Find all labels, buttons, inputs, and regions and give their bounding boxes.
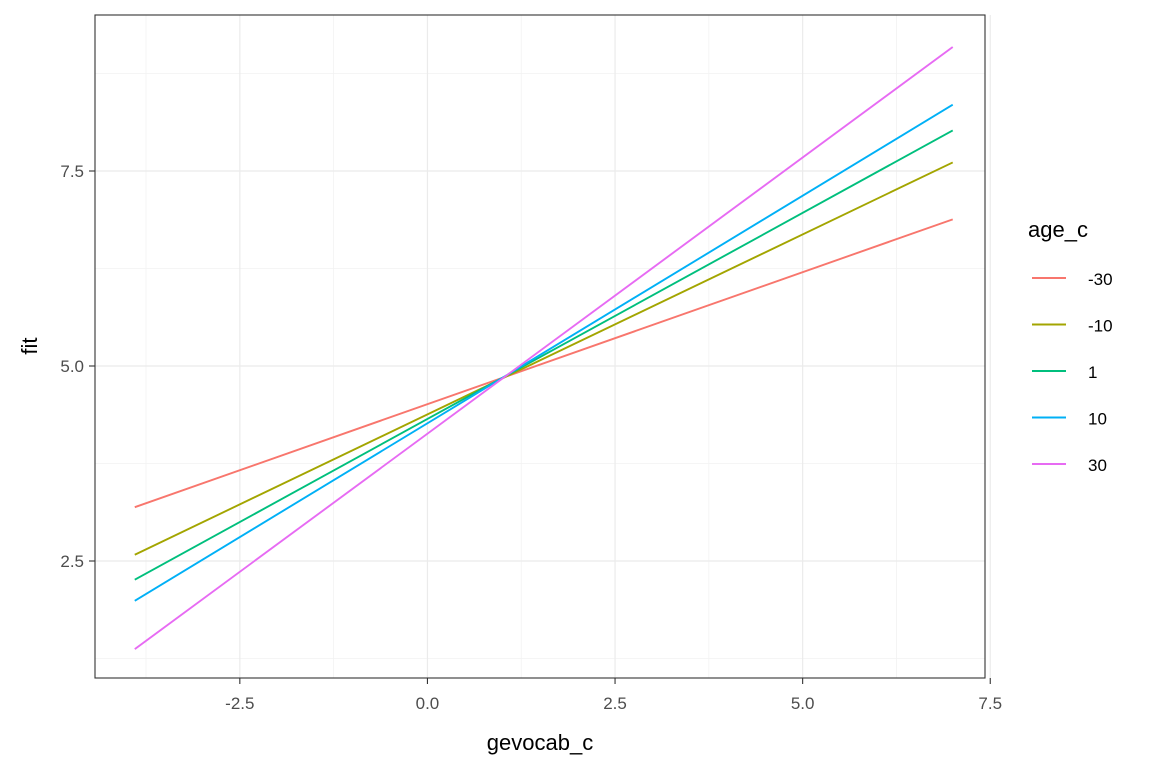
x-tick-label: 5.0 bbox=[791, 694, 815, 713]
x-axis-title: gevocab_c bbox=[487, 730, 593, 755]
legend-label: 30 bbox=[1088, 456, 1107, 475]
series-line bbox=[134, 103, 954, 602]
series-line bbox=[134, 161, 954, 556]
x-tick-label: 2.5 bbox=[603, 694, 627, 713]
x-axis: -2.5 0.0 2.5 5.0 7.5 bbox=[225, 678, 1002, 713]
legend-label: 10 bbox=[1088, 410, 1107, 429]
x-tick-label: 0.0 bbox=[416, 694, 440, 713]
series-line bbox=[134, 218, 954, 509]
y-axis-title: fit bbox=[17, 337, 42, 354]
y-tick-label: 2.5 bbox=[60, 552, 84, 571]
legend: age_c -30 -10 1 10 30 bbox=[1028, 217, 1113, 475]
major-gridlines bbox=[95, 15, 991, 678]
y-tick-label: 5.0 bbox=[60, 357, 84, 376]
legend-label: -30 bbox=[1088, 270, 1113, 289]
x-tick-label: -2.5 bbox=[225, 694, 254, 713]
series-lines bbox=[134, 46, 954, 650]
y-tick-label: 7.5 bbox=[60, 162, 84, 181]
legend-label: 1 bbox=[1088, 363, 1097, 382]
y-axis: 2.5 5.0 7.5 bbox=[60, 162, 95, 571]
minor-gridlines bbox=[95, 15, 985, 678]
series-line bbox=[134, 46, 954, 650]
panel-border bbox=[94, 14, 986, 679]
legend-title: age_c bbox=[1028, 217, 1088, 242]
legend-label: -10 bbox=[1088, 317, 1113, 336]
legend-items: -30 -10 1 10 30 bbox=[1032, 270, 1113, 475]
panel-background bbox=[95, 15, 985, 678]
x-tick-label: 7.5 bbox=[978, 694, 1002, 713]
series-line bbox=[134, 129, 954, 581]
